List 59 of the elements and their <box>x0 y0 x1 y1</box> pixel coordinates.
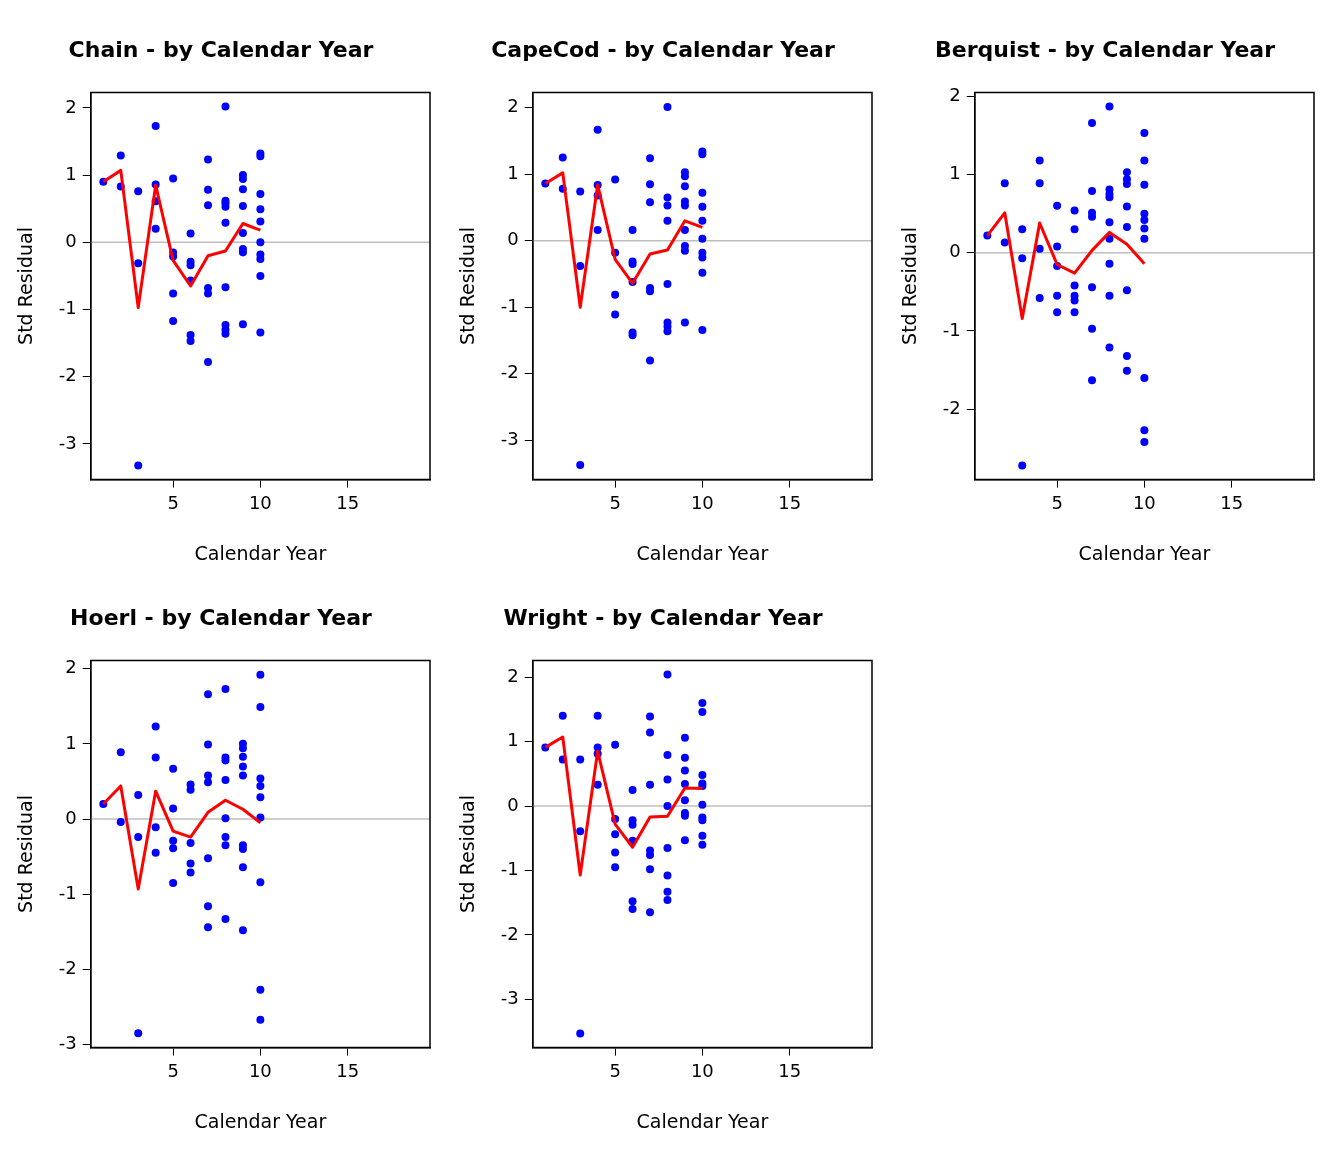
x-tick-label: 10 <box>248 1060 272 1082</box>
chart-title: Wright - by Calendar Year <box>503 604 823 630</box>
y-axis-title: Std Residual <box>898 227 921 345</box>
y-axis-title: Std Residual <box>14 795 37 913</box>
x-tick-label: 10 <box>690 1060 714 1082</box>
y-axis-title: Std Residual <box>14 227 37 345</box>
x-tick-label: 15 <box>1220 492 1244 514</box>
y-tick-label: 1 <box>949 162 961 184</box>
y-tick-label: -2 <box>942 396 961 418</box>
chart-title: Hoerl - by Calendar Year <box>70 604 373 630</box>
x-axis-title: Calendar Year <box>1078 541 1211 564</box>
y-tick-label: 1 <box>507 729 519 751</box>
x-tick-label: 15 <box>778 1060 802 1082</box>
y-tick-label: 1 <box>65 731 77 753</box>
chart-title: CapeCod - by Calendar Year <box>491 36 835 62</box>
y-tick-label: -3 <box>58 431 77 453</box>
y-axis-title: Std Residual <box>456 795 479 913</box>
x-tick-label: 5 <box>609 1060 621 1082</box>
y-tick-label: 2 <box>507 664 519 686</box>
chart-title: Chain - by Calendar Year <box>68 36 374 62</box>
y-tick-label: 1 <box>507 161 519 183</box>
y-tick-label: 0 <box>507 228 519 250</box>
y-tick-label: -3 <box>58 1032 77 1054</box>
x-tick-label: 5 <box>609 492 621 514</box>
x-tick-label: 15 <box>336 1060 360 1082</box>
y-tick-label: -1 <box>58 881 77 903</box>
x-tick-label: 5 <box>1051 492 1063 514</box>
y-tick-label: 0 <box>65 229 77 251</box>
y-tick-label: -1 <box>500 294 519 316</box>
y-tick-label: -2 <box>500 361 519 383</box>
x-axis-title: Calendar Year <box>194 541 327 564</box>
y-tick-label: 0 <box>507 793 519 815</box>
y-tick-label: 1 <box>65 162 77 184</box>
x-tick-label: 5 <box>167 1060 179 1082</box>
y-tick-label: -2 <box>58 364 77 386</box>
x-tick-label: 10 <box>1132 492 1156 514</box>
y-tick-label: -3 <box>500 428 519 450</box>
y-tick-label: -1 <box>500 858 519 880</box>
y-tick-label: -3 <box>500 986 519 1008</box>
y-tick-label: 0 <box>949 240 961 262</box>
x-axis-title: Calendar Year <box>636 1109 769 1132</box>
y-tick-label: 2 <box>65 656 77 678</box>
y-tick-label: 0 <box>65 806 77 828</box>
x-axis-title: Calendar Year <box>194 1109 327 1132</box>
y-tick-label: -2 <box>58 957 77 979</box>
y-tick-label: 2 <box>65 95 77 117</box>
y-tick-label: -1 <box>942 318 961 340</box>
x-tick-label: 15 <box>336 492 360 514</box>
y-tick-label: -1 <box>58 297 77 319</box>
y-tick-label: 2 <box>507 95 519 117</box>
chart-title: Berquist - by Calendar Year <box>934 36 1276 62</box>
x-tick-label: 10 <box>248 492 272 514</box>
y-tick-label: -2 <box>500 922 519 944</box>
y-axis-title: Std Residual <box>456 227 479 345</box>
x-axis-title: Calendar Year <box>636 541 769 564</box>
x-tick-label: 10 <box>690 492 714 514</box>
y-tick-label: 2 <box>949 83 961 105</box>
x-tick-label: 15 <box>778 492 802 514</box>
x-tick-label: 5 <box>167 492 179 514</box>
